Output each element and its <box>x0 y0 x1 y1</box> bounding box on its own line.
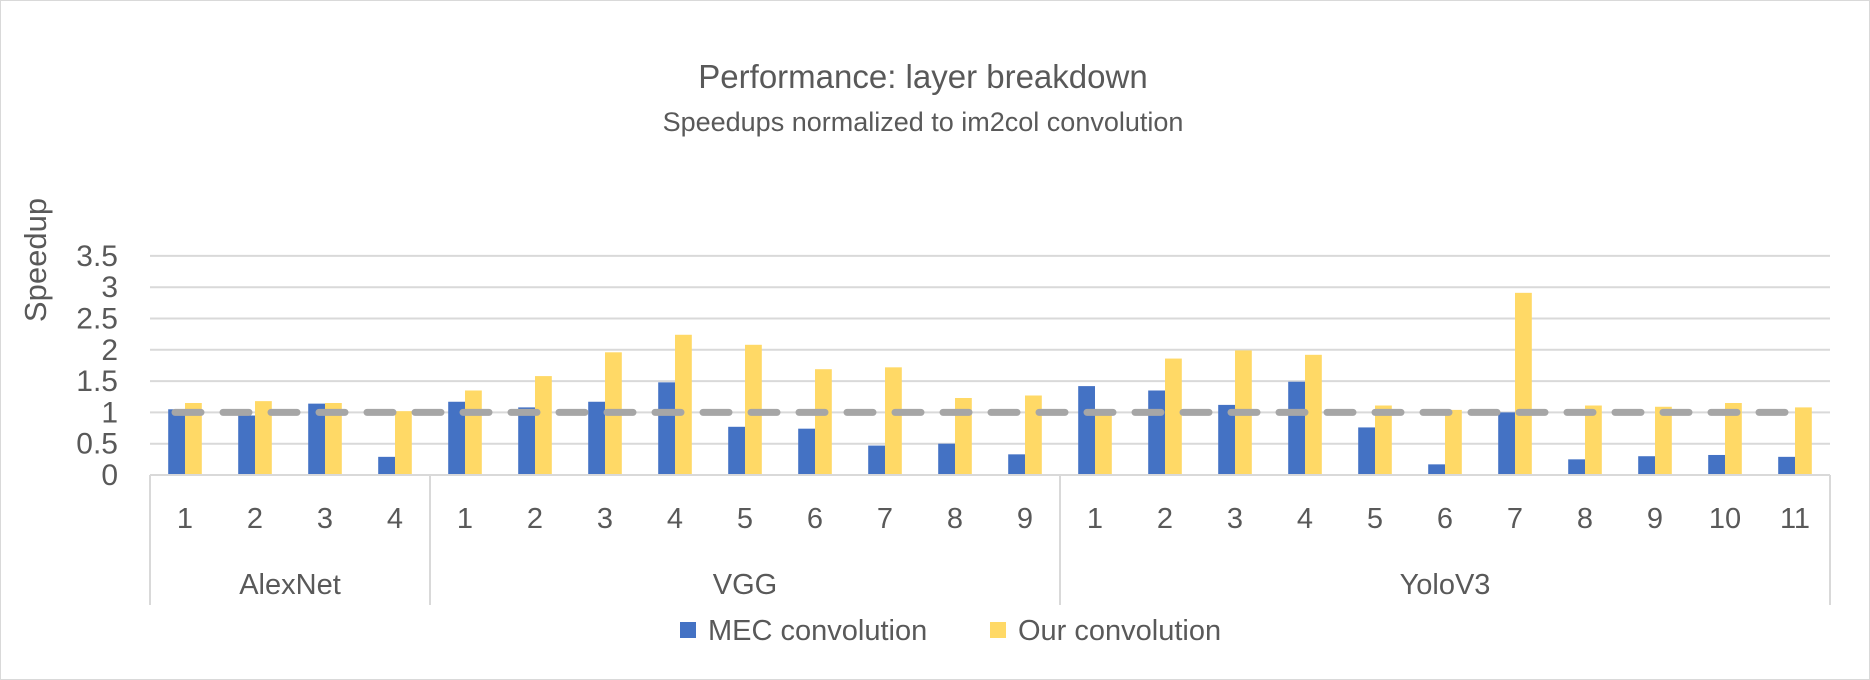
x-tick-label: 7 <box>1507 503 1523 535</box>
x-tick-label: 4 <box>387 503 403 535</box>
bar-ours <box>1445 409 1462 475</box>
y-tick-label: 2 <box>101 334 118 367</box>
bar-mec <box>728 426 745 475</box>
bar-ours <box>1375 405 1392 475</box>
bar-mec <box>658 382 675 475</box>
x-tick-label: 9 <box>1647 503 1663 535</box>
bar-mec <box>518 407 535 475</box>
bar-mec <box>308 403 325 475</box>
bar-mec <box>1638 456 1655 475</box>
x-tick-label: 4 <box>667 503 683 535</box>
bar-mec <box>1778 456 1795 475</box>
bar-ours <box>1515 292 1532 475</box>
group-label: YoloV3 <box>1400 569 1491 601</box>
bar-mec <box>588 401 605 475</box>
y-axis-label: Speedup <box>18 198 53 322</box>
bar-mec <box>378 456 395 475</box>
legend-swatch-mec <box>680 622 696 638</box>
bar-ours <box>815 369 832 475</box>
x-tick-label: 9 <box>1017 503 1033 535</box>
legend-label: MEC convolution <box>708 615 927 647</box>
y-tick-label: 1.5 <box>76 365 118 398</box>
legend: MEC convolution Our convolution <box>680 615 1221 647</box>
bar-mec <box>1288 381 1305 475</box>
chart-title: Performance: layer breakdown <box>698 58 1147 95</box>
bar-mec <box>798 428 815 475</box>
x-tick-label: 3 <box>1227 503 1243 535</box>
y-tick-label: 2.5 <box>76 303 118 336</box>
bar-ours <box>1585 405 1602 475</box>
bar-mec <box>1358 427 1375 475</box>
x-tick-label: 8 <box>947 503 963 535</box>
x-tick-label: 6 <box>807 503 823 535</box>
y-axis-ticks: 00.511.522.533.5 <box>76 240 118 492</box>
x-tick-label: 1 <box>177 503 193 535</box>
y-tick-label: 3 <box>101 271 118 304</box>
x-tick-label: 7 <box>877 503 893 535</box>
bar-ours <box>1025 395 1042 475</box>
bar-ours <box>1795 407 1812 475</box>
bars <box>168 292 1812 475</box>
bar-mec <box>1218 404 1235 475</box>
x-tick-label: 3 <box>317 503 333 535</box>
bar-ours <box>1165 358 1182 475</box>
bar-mec <box>1148 390 1165 475</box>
legend-swatch-ours <box>990 622 1006 638</box>
chart-subtitle: Speedups normalized to im2col convolutio… <box>663 107 1184 137</box>
bar-mec <box>1568 459 1585 475</box>
bar-ours <box>955 398 972 475</box>
x-tick-label: 10 <box>1709 503 1741 535</box>
bar-mec <box>1708 454 1725 475</box>
bar-ours <box>885 367 902 475</box>
bar-ours <box>1655 406 1672 475</box>
x-tick-label: 11 <box>1780 503 1810 535</box>
y-tick-label: 1 <box>101 396 118 429</box>
x-tick-label: 2 <box>247 503 263 535</box>
bar-ours <box>395 411 412 475</box>
bar-mec <box>868 445 885 475</box>
bar-ours <box>535 376 552 475</box>
bar-ours <box>325 403 342 475</box>
y-tick-label: 3.5 <box>76 240 118 273</box>
y-tick-label: 0 <box>101 459 118 492</box>
bar-mec <box>938 443 955 475</box>
x-tick-label: 5 <box>1367 503 1383 535</box>
bar-ours <box>1725 403 1742 475</box>
bar-mec <box>168 409 185 475</box>
y-tick-label: 0.5 <box>76 428 118 461</box>
bar-ours <box>255 401 272 475</box>
x-axis: 1 2 3 4 AlexNet 1 2 3 4 5 6 7 8 9 VGG 1 2 3 4 5 6 7 8 9 10 11 Yolo… <box>149 474 1831 605</box>
x-tick-label: 6 <box>1437 503 1453 535</box>
bar-ours <box>465 390 482 475</box>
bar-mec <box>1498 412 1515 475</box>
bar-mec <box>1078 386 1095 475</box>
bar-ours <box>1305 354 1322 475</box>
x-tick-label: 3 <box>597 503 613 535</box>
x-tick-label: 8 <box>1577 503 1593 535</box>
group-label: AlexNet <box>239 569 341 601</box>
bar-ours <box>1095 411 1112 475</box>
x-tick-label: 1 <box>457 503 473 535</box>
x-tick-label: 1 <box>1087 503 1103 535</box>
x-tick-label: 2 <box>527 503 543 535</box>
bar-mec <box>448 401 465 475</box>
legend-label: Our convolution <box>1018 615 1221 647</box>
bar-ours <box>185 403 202 475</box>
bar-mec <box>1008 454 1025 475</box>
bar-ours <box>675 334 692 475</box>
x-tick-label: 5 <box>737 503 753 535</box>
bar-mec <box>1428 464 1445 475</box>
x-tick-label: 4 <box>1297 503 1313 535</box>
bar-mec <box>238 415 255 475</box>
group-label: VGG <box>713 569 777 601</box>
x-tick-label: 2 <box>1157 503 1173 535</box>
